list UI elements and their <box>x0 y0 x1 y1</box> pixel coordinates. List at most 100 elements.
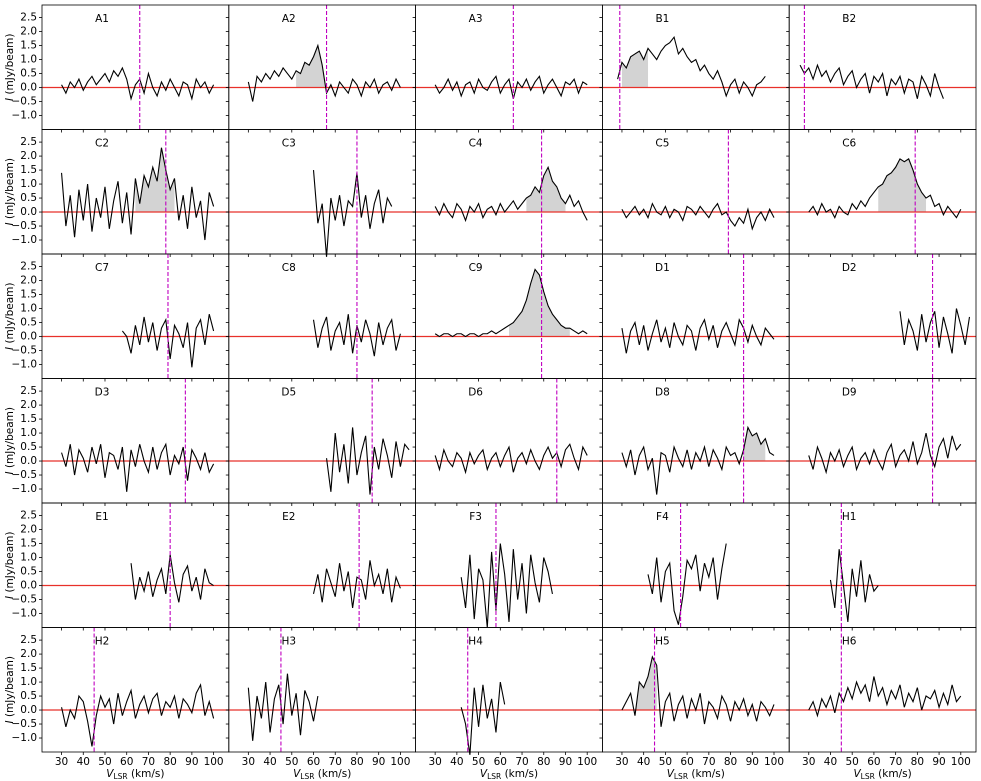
y-tick-label: 2.0 <box>20 275 37 287</box>
panel-frame <box>41 502 230 628</box>
spectrum-line <box>621 318 775 354</box>
panel-title: D9 <box>842 387 857 399</box>
panel: H2 −1.0 −0.5 0.0 0.5 1.0 1.5 2.0 2.5 30 40 50 60 70 80… <box>4 627 230 781</box>
y-tick-label: 1.5 <box>20 538 37 550</box>
x-tick-label: 40 <box>263 756 276 768</box>
panel: C4 <box>412 129 603 257</box>
panel-title: F4 <box>656 511 669 523</box>
y-tick-label: 0.5 <box>20 441 37 453</box>
panel: D5 <box>225 378 417 506</box>
y-tick-label: −1.0 <box>12 234 38 246</box>
x-axis-subscript: LSR <box>487 772 501 781</box>
x-axis-subscript: LSR <box>861 772 875 781</box>
spectrum-line <box>434 268 588 338</box>
x-tick-label: 40 <box>77 756 90 768</box>
y-tick-label: 0.5 <box>20 192 37 204</box>
panel: H1 <box>786 502 977 631</box>
y-tick-label: 2.5 <box>20 385 37 397</box>
spectrum-line <box>61 442 215 492</box>
panel-frame <box>602 378 790 504</box>
panel: E2 <box>225 502 417 631</box>
panel-title: C5 <box>655 138 669 150</box>
spectrum-line <box>247 673 319 741</box>
x-tick-label: 60 <box>867 756 880 768</box>
panel-frame <box>788 627 977 753</box>
panel: D8 <box>599 378 790 506</box>
panel: C5 <box>599 129 790 257</box>
spectrum-line <box>808 676 962 718</box>
panel-frame <box>41 378 230 504</box>
x-tick-label: 90 <box>932 756 945 768</box>
x-tick-label: 50 <box>98 756 111 768</box>
y-tick-label: 2.0 <box>20 648 37 660</box>
x-tick-label: 50 <box>659 756 672 768</box>
panel-title: C7 <box>95 262 109 274</box>
y-axis-unit: (mJy/beam) <box>4 407 16 471</box>
panel-title: B2 <box>842 13 856 25</box>
x-tick-label: 100 <box>204 756 224 768</box>
y-axis-unit: (mJy/beam) <box>4 531 16 595</box>
x-axis-symbol: V <box>106 768 114 780</box>
panel: D6 <box>412 378 603 506</box>
x-tick-label: 100 <box>577 756 597 768</box>
y-tick-label: 1.5 <box>20 662 37 674</box>
panel: H6 30 40 50 60 70 80 90 100 VLSR (km/s) <box>786 627 977 781</box>
x-tick-label: 80 <box>350 756 363 768</box>
panel-title: C2 <box>95 138 109 150</box>
x-axis-unit: (km/s) <box>688 768 725 780</box>
panel: D2 <box>786 253 977 382</box>
y-tick-label: 0.5 <box>20 68 37 80</box>
y-axis-symbol: I <box>4 596 16 599</box>
panel-title: H4 <box>468 636 483 648</box>
y-tick-label: 0.0 <box>20 704 37 716</box>
panel-frame <box>228 627 417 753</box>
x-axis-symbol: V <box>667 768 675 780</box>
x-tick-label: 40 <box>824 756 837 768</box>
panel-title: D3 <box>95 387 110 399</box>
x-tick-label: 70 <box>702 756 715 768</box>
y-tick-label: 2.0 <box>20 150 37 162</box>
spectrum-line <box>434 75 588 99</box>
y-tick-label: −0.5 <box>12 594 38 606</box>
spectrum-line <box>808 432 962 475</box>
panel-title: E2 <box>282 511 295 523</box>
y-tick-label: 1.5 <box>20 164 37 176</box>
y-tick-label: 1.5 <box>20 413 37 425</box>
y-tick-label: 0.5 <box>20 690 37 702</box>
spectrum-line <box>621 425 775 495</box>
spectrum-line <box>460 543 553 628</box>
panel-frame <box>415 502 603 628</box>
panel-frame <box>415 253 603 379</box>
y-tick-label: 2.0 <box>20 26 37 38</box>
shaded-area <box>878 158 927 213</box>
x-tick-label: 30 <box>55 756 68 768</box>
x-tick-label: 60 <box>494 756 507 768</box>
x-axis-unit: (km/s) <box>875 768 912 780</box>
shaded-area <box>135 147 175 213</box>
x-tick-label: 70 <box>329 756 342 768</box>
y-tick-label: 2.5 <box>20 261 37 273</box>
y-axis-label: I (mJy/beam) <box>4 407 16 475</box>
spectrum-line <box>647 543 727 625</box>
panel: A3 <box>412 4 603 133</box>
x-tick-label: 60 <box>307 756 320 768</box>
y-axis-unit: (mJy/beam) <box>4 33 16 97</box>
x-axis-symbol: V <box>293 768 301 780</box>
panel: C6 <box>786 129 977 257</box>
panel-frame <box>228 253 417 379</box>
panel-title: H2 <box>95 636 110 648</box>
y-tick-label: −1.0 <box>12 732 38 744</box>
y-tick-label: 1.0 <box>20 54 37 66</box>
panel: B1 <box>599 4 790 133</box>
x-axis-subscript: LSR <box>674 772 688 781</box>
y-tick-label: 0.0 <box>20 455 37 467</box>
y-tick-label: 2.0 <box>20 524 37 536</box>
panel: C2 −1.0 −0.5 0.0 0.5 1.0 1.5 2.0 2.5 I (mJy/beam) <box>4 129 230 257</box>
spectrum-line <box>808 158 962 219</box>
panel: H5 30 40 50 60 70 80 90 100 VLSR (km/s) <box>599 627 790 781</box>
panel-title: C3 <box>282 138 296 150</box>
y-axis-symbol: I <box>4 720 16 723</box>
panel: H3 30 40 50 60 70 80 90 100 VLSR (km/s) <box>225 627 417 781</box>
y-tick-label: 0.0 <box>20 82 37 94</box>
x-tick-label: 90 <box>559 756 572 768</box>
